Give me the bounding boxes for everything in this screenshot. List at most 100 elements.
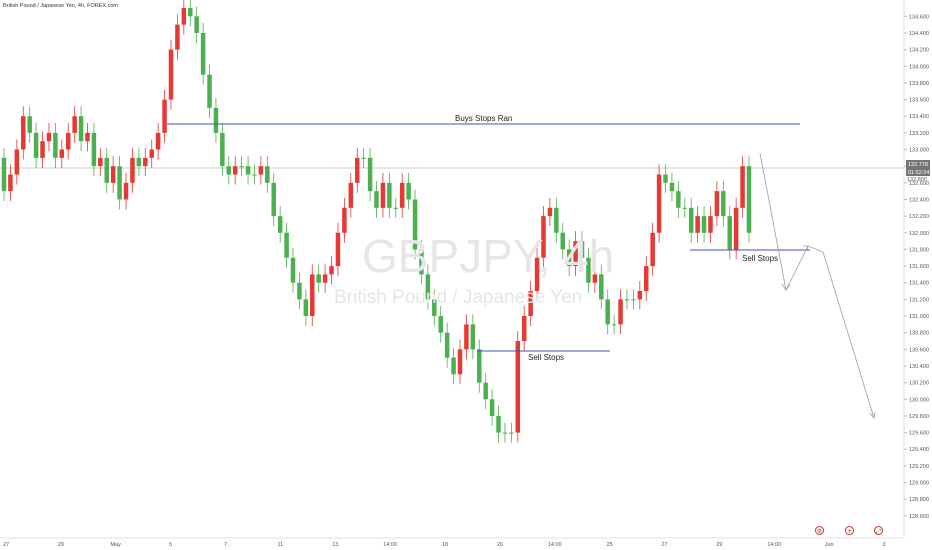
candle-body <box>72 116 77 133</box>
price-tick-label: 132.400 <box>909 197 929 203</box>
candle-body <box>168 49 174 100</box>
candle-body <box>290 257 296 283</box>
candle <box>579 231 585 268</box>
candle <box>175 14 180 60</box>
candles <box>1 0 752 443</box>
candle <box>509 422 514 443</box>
candle <box>425 264 431 310</box>
candle-body <box>322 274 328 283</box>
candle-body <box>618 299 623 325</box>
candle-body <box>611 324 617 326</box>
candle-body <box>605 299 610 325</box>
candle <box>226 156 232 185</box>
candle-body <box>432 299 437 317</box>
time-tick-label: 20 <box>497 542 503 548</box>
projection-path[interactable] <box>759 152 876 419</box>
zoom-icon[interactable]: + <box>845 526 854 535</box>
candle-body <box>91 132 97 167</box>
candle <box>162 89 167 143</box>
candle-body <box>207 74 212 108</box>
price-tick-label: 130.200 <box>909 381 929 387</box>
candle <box>8 164 13 202</box>
candle <box>123 172 129 210</box>
candle-body <box>354 157 360 183</box>
candle <box>451 347 456 385</box>
candle <box>207 64 212 118</box>
candle <box>155 122 161 160</box>
candle <box>335 222 341 277</box>
candle-body <box>226 166 232 175</box>
current-price-tag <box>906 160 930 168</box>
chart-title: British Pound / Japanese Yen, 4h, FOREX.… <box>3 3 118 9</box>
candle <box>98 147 103 177</box>
time-tick-label: 14:00 <box>548 542 562 548</box>
candle <box>477 339 482 393</box>
candle-body <box>387 182 392 208</box>
candle-body <box>277 216 283 233</box>
candle-body <box>374 191 379 208</box>
candle <box>245 156 251 185</box>
candle-body <box>733 207 739 250</box>
price-axis[interactable]: 134.600 134.400 134.200 134.000 133.800 133.6… <box>903 0 929 538</box>
candle-body <box>746 166 752 233</box>
candle-body <box>708 216 713 233</box>
candle-body <box>310 274 315 317</box>
candle-body <box>521 316 527 342</box>
candle <box>663 164 668 193</box>
candle-body <box>688 207 694 233</box>
candle-body <box>104 157 110 183</box>
candle <box>618 289 623 335</box>
candle <box>104 147 110 193</box>
candle-body <box>631 299 636 301</box>
settings-icon[interactable]: ⚙ <box>815 526 824 535</box>
candle <box>85 122 90 152</box>
candle <box>688 197 694 243</box>
candle <box>457 339 463 385</box>
candle-body <box>669 182 675 192</box>
candle <box>1 147 7 202</box>
candle-body <box>59 149 65 158</box>
candle-body <box>181 8 187 25</box>
fullscreen-icon[interactable]: ⤢ <box>874 526 883 535</box>
price-tick-label: 131.600 <box>909 264 929 270</box>
candle-body <box>27 116 32 133</box>
candle-body <box>40 141 45 158</box>
candle-body <box>239 166 244 168</box>
countdown-tag <box>906 168 930 176</box>
candle <box>631 289 636 310</box>
candle-body <box>515 341 521 433</box>
time-tick-label: 29 <box>716 542 722 548</box>
candle-body <box>502 432 508 434</box>
candle <box>438 306 443 343</box>
price-tick-label: 133.800 <box>909 81 929 87</box>
candle <box>676 181 681 218</box>
time-tick-label: 7 <box>224 542 227 548</box>
price-tick-label: 133.200 <box>909 131 929 137</box>
price-tick-label: 132.600 <box>909 181 929 187</box>
candle-body <box>528 291 533 317</box>
candle <box>72 106 77 143</box>
candle <box>592 264 598 293</box>
price-tick-label: 134.600 <box>909 14 929 20</box>
price-tick-label: 131.400 <box>909 281 929 287</box>
candle <box>714 181 720 227</box>
price-tick-label: 133.400 <box>909 114 929 120</box>
candle-body <box>194 16 199 33</box>
candle-body <box>136 157 142 167</box>
candle-body <box>155 132 161 150</box>
price-tick-label: 131.000 <box>909 314 929 320</box>
candle <box>342 197 347 243</box>
candle-body <box>303 299 309 317</box>
candle <box>65 122 71 160</box>
candle <box>265 156 270 193</box>
candle <box>624 289 630 310</box>
time-axis[interactable]: 27 29 May 5 7 11 13 14:00 18 20 14:00 25 27 29 14:00 Ju… <box>0 537 904 548</box>
candle <box>277 206 283 243</box>
candle <box>483 372 488 410</box>
candle-body <box>566 249 572 267</box>
candle <box>656 164 662 243</box>
candle <box>213 97 219 143</box>
time-tick-label: 29 <box>58 542 64 548</box>
candle-body <box>213 107 219 133</box>
